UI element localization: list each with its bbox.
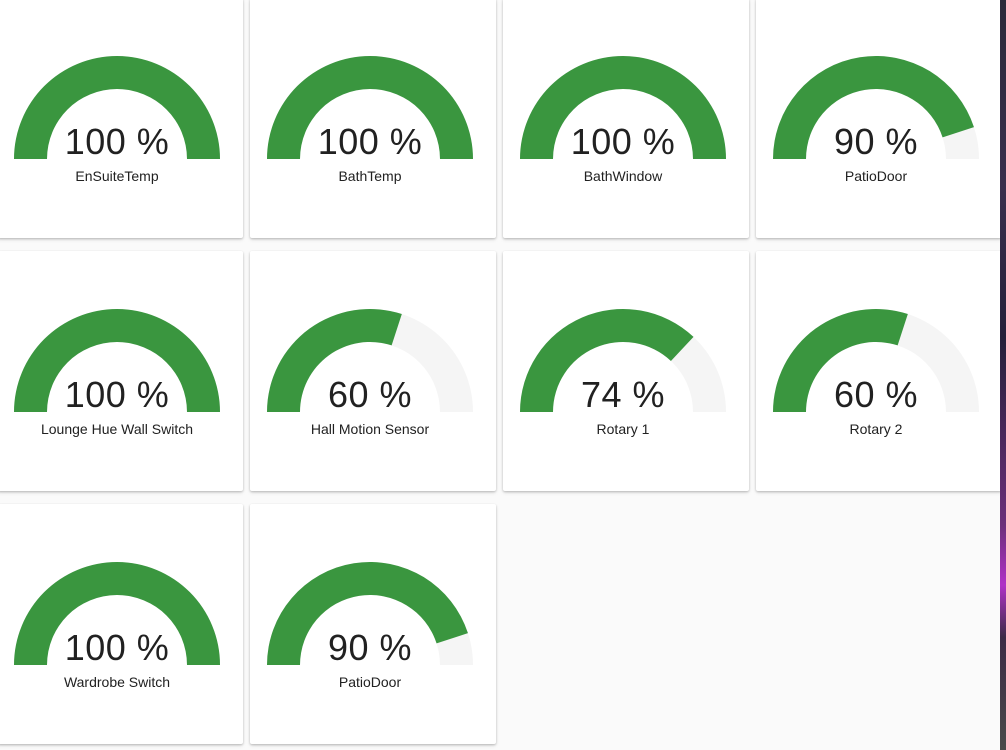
gauge-label: Rotary 1: [596, 421, 650, 437]
gauge-fill: [267, 561, 468, 665]
gauge-value: 90 %: [833, 121, 919, 162]
gauge-value: 60 %: [833, 374, 919, 415]
gauge-card[interactable]: 100 % BathTemp: [250, 0, 496, 238]
gauge-label: PatioDoor: [844, 168, 908, 184]
gauge-value: 100 %: [64, 374, 170, 415]
gauge-fill: [773, 308, 908, 412]
gauge-value: 60 %: [327, 374, 413, 415]
gauge-dial: [520, 56, 726, 159]
gauge-label: BathTemp: [338, 168, 402, 184]
gauge-fill: [520, 309, 694, 412]
gauge-card[interactable]: 90 % PatioDoor: [756, 0, 1002, 238]
gauge-dial: [267, 561, 473, 665]
gauge-label: Wardrobe Switch: [63, 674, 171, 690]
gauge-label: EnSuiteTemp: [75, 168, 159, 184]
gauge-value: 100 %: [64, 121, 170, 162]
gauge-label: Hall Motion Sensor: [310, 421, 430, 437]
gauge-dial: [14, 562, 220, 665]
gauge-dial: [773, 55, 979, 159]
gauge-card[interactable]: 74 % Rotary 1: [503, 251, 749, 491]
gauge-dial: [267, 56, 473, 159]
gauge-card[interactable]: 100 % EnSuiteTemp: [0, 0, 243, 238]
gauge-value: 100 %: [570, 121, 676, 162]
gauge-label: Lounge Hue Wall Switch: [40, 421, 193, 437]
gauge-card[interactable]: 90 % PatioDoor: [250, 504, 496, 744]
gauge-value: 74 %: [580, 374, 666, 415]
gauge-label: BathWindow: [583, 168, 663, 184]
gauge-value: 100 %: [317, 121, 423, 162]
gauge-fill: [14, 309, 220, 412]
gauge-value: 90 %: [327, 627, 413, 668]
gauge-fill: [14, 562, 220, 665]
gauge-card[interactable]: 100 % BathWindow: [503, 0, 749, 238]
gauge-dial: [14, 56, 220, 159]
gauge-card[interactable]: 100 % Wardrobe Switch: [0, 504, 243, 744]
gauge-label: Rotary 2: [849, 421, 903, 437]
gauge-card[interactable]: 100 % Lounge Hue Wall Switch: [0, 251, 243, 491]
window-edge: [1000, 0, 1006, 750]
gauge-dial: [520, 309, 726, 412]
gauge-card[interactable]: 60 % Hall Motion Sensor: [250, 251, 496, 491]
gauge-dial: [773, 308, 979, 412]
gauge-dial: [267, 308, 473, 412]
gauge-fill: [14, 56, 220, 159]
gauge-value: 100 %: [64, 627, 170, 668]
gauge-dial: [14, 309, 220, 412]
gauge-label: PatioDoor: [338, 674, 402, 690]
gauge-fill: [520, 56, 726, 159]
gauge-fill: [267, 308, 402, 412]
gauge-fill: [267, 56, 473, 159]
gauge-card[interactable]: 60 % Rotary 2: [756, 251, 1002, 491]
gauge-fill: [773, 55, 974, 159]
